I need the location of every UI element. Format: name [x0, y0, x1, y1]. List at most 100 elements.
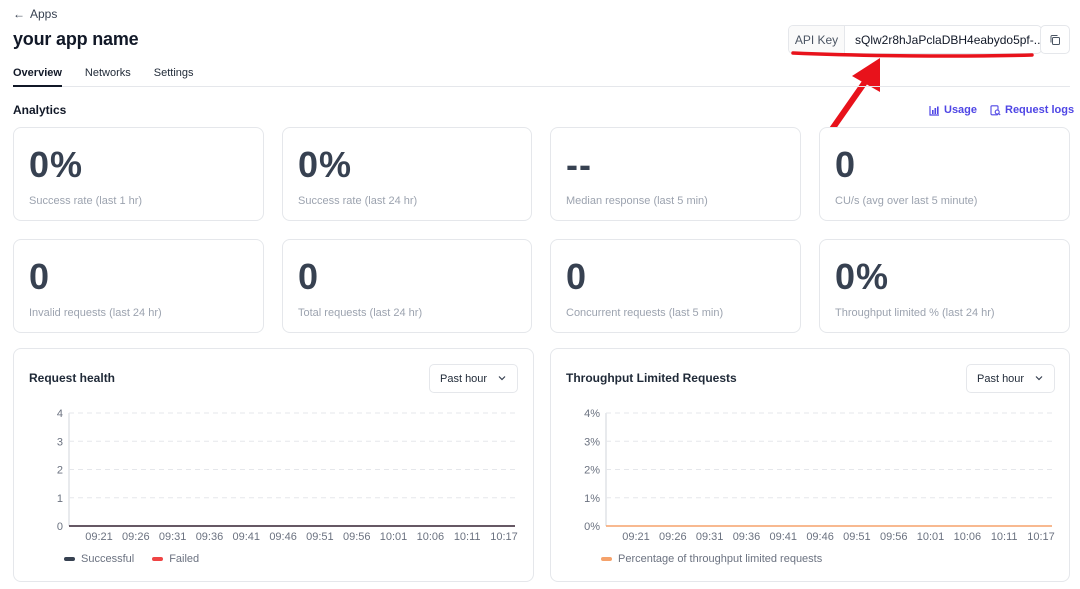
copy-icon: [1050, 34, 1060, 45]
stat-label: CU/s (avg over last 5 minute): [835, 195, 978, 207]
x-tick-label: 10:17: [1027, 531, 1055, 543]
x-tick-label: 10:11: [991, 531, 1018, 543]
back-link-label: Apps: [30, 7, 58, 21]
stat-label: Invalid requests (last 24 hr): [29, 307, 162, 319]
y-tick-label: 4: [57, 408, 63, 420]
y-tick-label: 0: [57, 521, 63, 533]
back-to-apps-link[interactable]: ← Apps: [13, 7, 57, 21]
x-tick-label: 09:26: [122, 531, 150, 543]
throughput-limited-chart-card: Throughput Limited Requests Past hour 0%…: [550, 348, 1070, 582]
legend-swatch: [152, 557, 164, 561]
legend-swatch: [601, 557, 612, 561]
x-tick-label: 09:56: [880, 531, 908, 543]
legend-label: Failed: [169, 553, 200, 565]
dropdown-value: Past hour: [977, 372, 1025, 385]
request-logs-link[interactable]: Request logs: [990, 104, 1074, 116]
y-tick-label: 3: [57, 436, 63, 448]
x-tick-label: 09:51: [843, 531, 871, 543]
chevron-down-icon: [498, 376, 506, 381]
legend-label: Percentage of throughput limited request…: [618, 553, 823, 565]
stat-label: Throughput limited % (last 24 hr): [835, 307, 995, 319]
bar-chart-icon: [929, 105, 939, 116]
stat-value: 0%: [298, 144, 353, 185]
y-tick-label: 2: [57, 465, 63, 477]
x-tick-label: 10:01: [380, 531, 408, 543]
stat-value: --: [566, 144, 592, 185]
x-tick-label: 09:31: [159, 531, 187, 543]
request-health-chart: 0 1 2 3 4 09:21 09:26 09:31 09:36 09:41 09:46 09:51…: [57, 408, 518, 543]
x-tick-label: 09:26: [659, 531, 687, 543]
legend-item-successful[interactable]: Successful: [64, 553, 134, 565]
x-tick-label: 09:46: [806, 531, 834, 543]
chart-title: Throughput Limited Requests: [566, 371, 737, 385]
x-tick-label: 09:56: [343, 531, 371, 543]
x-tick-label: 09:51: [306, 531, 334, 543]
legend-item-throughput-limited[interactable]: Percentage of throughput limited request…: [601, 553, 822, 565]
legend-item-failed[interactable]: Failed: [152, 553, 199, 565]
dropdown-value: Past hour: [440, 372, 488, 385]
api-key-value[interactable]: sQlw2r8hJaPclaDBH4eabydo5pf-...: [855, 32, 1041, 47]
stat-card-success-rate-24h: 0% Success rate (last 24 hr): [282, 127, 532, 221]
stat-label: Success rate (last 24 hr): [298, 195, 418, 207]
x-tick-label: 10:01: [917, 531, 945, 543]
api-key-box: API Key sQlw2r8hJaPclaDBH4eabydo5pf-...: [788, 25, 1042, 54]
page-title: your app name: [13, 29, 139, 49]
chart-legend: Successful Failed: [64, 553, 199, 565]
tab-bar: Overview Networks Settings: [13, 63, 1070, 87]
y-tick-label: 3%: [584, 436, 600, 448]
y-tick-label: 1%: [584, 493, 600, 505]
legend-swatch: [64, 557, 75, 561]
stat-card-median-response: -- Median response (last 5 min): [550, 127, 801, 221]
stat-label: Concurrent requests (last 5 min): [566, 307, 724, 319]
x-tick-label: 09:41: [770, 531, 798, 543]
stat-value: 0: [835, 144, 857, 185]
x-tick-label: 09:36: [196, 531, 224, 543]
copy-api-key-button[interactable]: [1040, 25, 1070, 54]
chart-title: Request health: [29, 371, 116, 385]
tab-networks[interactable]: Networks: [84, 67, 131, 79]
y-tick-label: 0%: [584, 521, 600, 533]
stat-card-cu-per-second: 0 CU/s (avg over last 5 minute): [819, 127, 1070, 221]
stat-value: 0: [566, 256, 588, 297]
stat-card-concurrent-requests: 0 Concurrent requests (last 5 min): [550, 239, 801, 333]
y-tick-label: 2%: [584, 465, 600, 477]
analytics-heading: Analytics: [13, 103, 67, 117]
stat-card-invalid-requests: 0 Invalid requests (last 24 hr): [13, 239, 264, 333]
legend-label: Successful: [81, 553, 135, 565]
stat-value: 0%: [835, 256, 890, 297]
usage-link[interactable]: Usage: [929, 104, 977, 116]
time-range-dropdown[interactable]: Past hour: [429, 364, 518, 393]
api-key-label: API Key: [789, 26, 845, 53]
x-tick-label: 09:46: [269, 531, 297, 543]
time-range-dropdown[interactable]: Past hour: [966, 364, 1055, 393]
arrow-left-icon: ←: [13, 7, 25, 21]
stat-value: 0: [298, 256, 320, 297]
stat-label: Median response (last 5 min): [566, 195, 708, 207]
tab-overview[interactable]: Overview: [13, 63, 62, 87]
tab-settings[interactable]: Settings: [153, 67, 194, 79]
stat-card-total-requests: 0 Total requests (last 24 hr): [282, 239, 532, 333]
throughput-limited-chart: 0% 1% 2% 3% 4% 09:21 09:26 09:31 09:36 09:41 09:46…: [584, 408, 1055, 543]
stat-label: Total requests (last 24 hr): [298, 307, 423, 319]
y-tick-label: 1: [57, 493, 63, 505]
x-tick-label: 10:11: [454, 531, 481, 543]
x-tick-label: 10:17: [490, 531, 518, 543]
stat-label: Success rate (last 1 hr): [29, 195, 143, 207]
x-tick-label: 09:41: [233, 531, 261, 543]
stat-value: 0%: [29, 144, 84, 185]
x-tick-label: 10:06: [417, 531, 445, 543]
x-tick-label: 09:31: [696, 531, 724, 543]
x-tick-label: 09:21: [85, 531, 113, 543]
request-logs-link-label: Request logs: [1005, 104, 1075, 116]
x-tick-label: 09:21: [622, 531, 650, 543]
y-tick-label: 4%: [584, 408, 600, 420]
chevron-down-icon: [1035, 376, 1043, 381]
stat-card-success-rate-1h: 0% Success rate (last 1 hr): [13, 127, 264, 221]
log-search-icon: [990, 104, 1001, 115]
x-tick-label: 09:36: [733, 531, 761, 543]
chart-legend: Percentage of throughput limited request…: [601, 553, 822, 565]
usage-link-label: Usage: [944, 104, 978, 116]
x-tick-label: 10:06: [954, 531, 982, 543]
stat-card-throughput-limited: 0% Throughput limited % (last 24 hr): [819, 239, 1070, 333]
stat-value: 0: [29, 256, 51, 297]
